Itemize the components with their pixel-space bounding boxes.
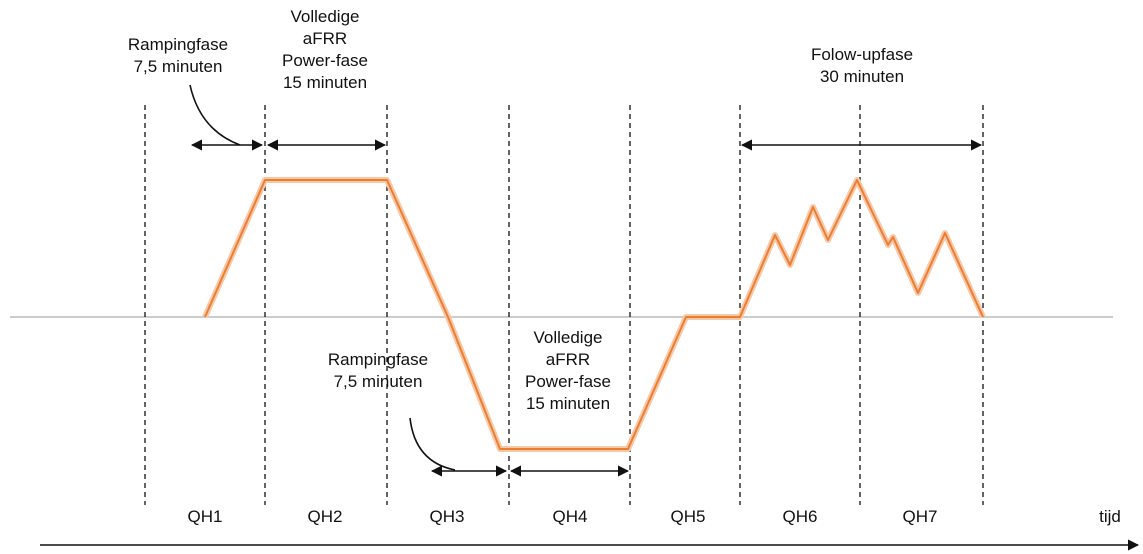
quarter-label: QH5 [671, 507, 706, 526]
phase-label: Volledige [533, 328, 602, 347]
phase-label: 7,5 minuten [134, 57, 223, 76]
phase-label: aFRR [546, 350, 590, 369]
phase-label: Rampingfase [128, 35, 228, 54]
ramp2-leader [409, 417, 456, 471]
phase-label: 15 minuten [283, 73, 367, 92]
phase-label: Power-fase [282, 51, 368, 70]
quarter-label: QH3 [430, 507, 465, 526]
phase-label: aFRR [303, 29, 347, 48]
phase-label: 7,5 minuten [334, 372, 423, 391]
power-profile [204, 179, 984, 450]
phase-label: 15 minuten [526, 394, 610, 413]
quarter-label: QH7 [903, 507, 938, 526]
quarter-dividers [144, 105, 984, 505]
quarter-label: QH4 [553, 507, 588, 526]
phase-label: Volledige [290, 7, 359, 26]
axis-label: tijd [1099, 507, 1121, 526]
phase-label: Folow-upfase [811, 45, 913, 64]
phase-label: Rampingfase [328, 350, 428, 369]
quarter-label: QH6 [783, 507, 818, 526]
ramp1-leader [189, 84, 241, 146]
phase-label: 30 minuten [820, 67, 904, 86]
phase-label: Power-fase [525, 372, 611, 391]
quarter-label: QH2 [308, 507, 343, 526]
labels: Rampingfase 7,5 minuten Volledige aFRR Power… [128, 7, 1121, 526]
quarter-label: QH1 [188, 507, 223, 526]
